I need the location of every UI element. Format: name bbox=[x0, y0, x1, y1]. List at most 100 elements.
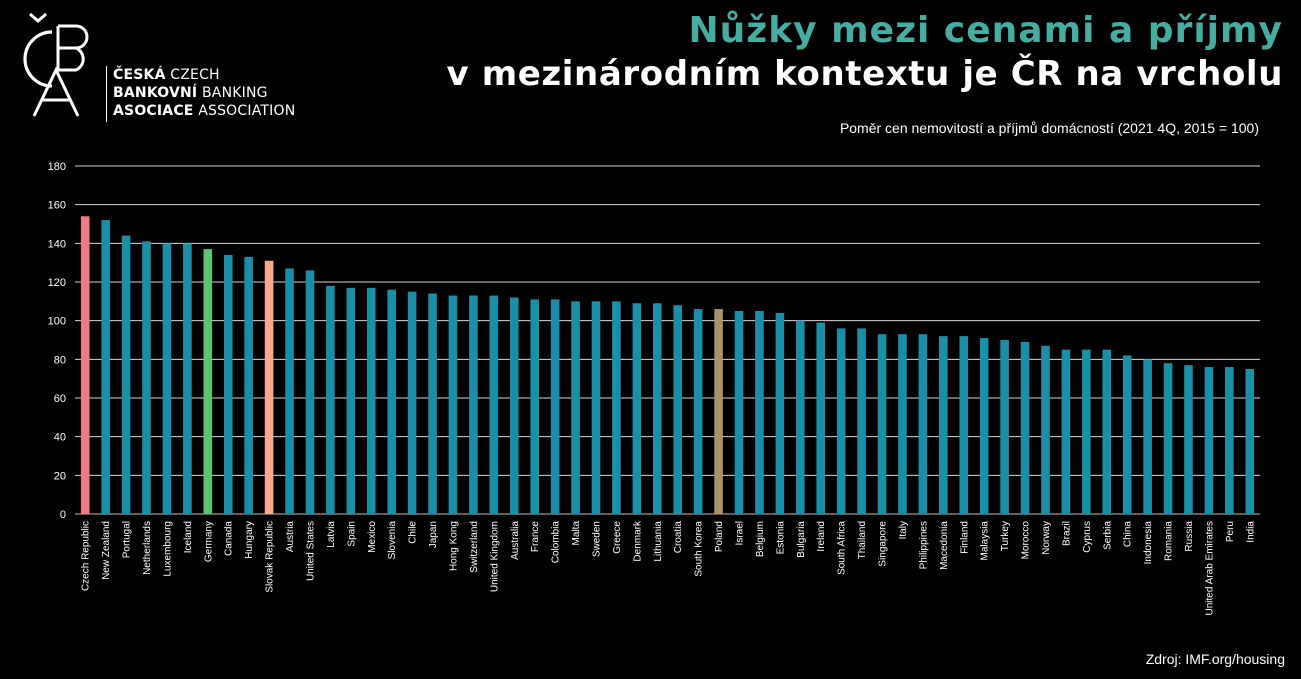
bar bbox=[80, 216, 90, 514]
y-tick-label: 60 bbox=[54, 393, 66, 405]
y-tick-label: 120 bbox=[48, 277, 66, 289]
x-tick-label: Serbia bbox=[1102, 521, 1113, 550]
x-tick-label: Singapore bbox=[878, 521, 889, 567]
bar bbox=[857, 328, 866, 514]
bar bbox=[428, 293, 437, 514]
x-tick-label: Spain bbox=[346, 521, 357, 547]
x-tick-label: Malaysia bbox=[980, 521, 991, 561]
x-tick-label: France bbox=[530, 521, 541, 553]
bar bbox=[121, 235, 131, 514]
bar bbox=[632, 303, 642, 514]
y-tick-label: 20 bbox=[54, 470, 66, 482]
x-tick-label: Chile bbox=[408, 521, 419, 544]
bars bbox=[80, 216, 1255, 515]
x-tick-label: India bbox=[1245, 521, 1256, 543]
x-tick-label: Croatia bbox=[673, 521, 684, 554]
bar bbox=[939, 336, 948, 514]
x-tick-label: Finland bbox=[959, 521, 970, 554]
bar bbox=[571, 301, 580, 514]
bar bbox=[223, 254, 233, 514]
bar bbox=[305, 270, 315, 514]
x-tick-label: Estonia bbox=[775, 521, 786, 555]
y-axis-ticks: 0 20 40 60 80 100 120 140 160 180 bbox=[48, 161, 66, 521]
bar bbox=[877, 334, 887, 514]
bar bbox=[101, 220, 110, 514]
bar bbox=[203, 249, 213, 514]
y-tick-label: 40 bbox=[54, 432, 66, 444]
x-tick-label: Slovak Republic bbox=[265, 521, 276, 593]
bar bbox=[1184, 365, 1193, 514]
x-tick-label: Japan bbox=[428, 521, 439, 548]
chart-title-line-2: v mezinárodním kontextu je ČR na vrcholu bbox=[446, 54, 1283, 94]
x-tick-label: Portugal bbox=[122, 521, 133, 558]
y-tick-label: 80 bbox=[54, 354, 66, 366]
bar bbox=[550, 299, 560, 514]
x-tick-label: United States bbox=[305, 521, 316, 581]
x-tick-label: Denmark bbox=[632, 520, 643, 562]
x-tick-label: Poland bbox=[714, 521, 725, 552]
x-tick-label: Slovenia bbox=[387, 521, 398, 560]
bar bbox=[264, 260, 274, 514]
bar bbox=[714, 309, 723, 514]
x-tick-label: Italy bbox=[898, 521, 909, 539]
x-tick-label: Hungary bbox=[244, 521, 255, 559]
bar bbox=[979, 338, 989, 514]
x-tick-label: New Zealand bbox=[101, 521, 112, 580]
y-tick-label: 100 bbox=[48, 316, 66, 328]
bar bbox=[366, 287, 376, 514]
bar bbox=[407, 291, 417, 514]
bar bbox=[1204, 367, 1214, 514]
bar bbox=[387, 289, 396, 514]
bar bbox=[448, 295, 458, 514]
bar bbox=[489, 295, 499, 514]
x-tick-label: Belgium bbox=[755, 521, 766, 557]
x-tick-label: Australia bbox=[510, 521, 521, 560]
bar bbox=[959, 336, 969, 514]
bar bbox=[1225, 367, 1234, 514]
bar bbox=[796, 320, 805, 514]
x-tick-label: Morocco bbox=[1021, 521, 1032, 560]
bar bbox=[469, 295, 478, 514]
logo-divider bbox=[106, 66, 107, 122]
x-tick-label: South Korea bbox=[694, 521, 705, 577]
x-tick-label: Czech Republic bbox=[81, 521, 92, 591]
logo-wordmark: ČESKÁ CZECH BANKOVNÍ BANKING ASOCIACE AS… bbox=[113, 67, 296, 119]
x-tick-label: Russia bbox=[1184, 521, 1195, 552]
bar bbox=[1163, 363, 1173, 514]
x-tick-label: Lithuania bbox=[653, 521, 664, 562]
bar bbox=[142, 241, 151, 514]
bar bbox=[1122, 355, 1132, 514]
x-tick-label: Netherlands bbox=[142, 521, 153, 575]
x-tick-label: Cyprus bbox=[1082, 521, 1093, 553]
bar bbox=[1102, 349, 1112, 514]
source-note: Zdroj: IMF.org/housing bbox=[1145, 651, 1285, 667]
x-tick-label: Sweden bbox=[591, 521, 602, 557]
bar bbox=[183, 243, 192, 515]
bar bbox=[162, 243, 172, 515]
x-tick-label: Romania bbox=[1164, 521, 1175, 561]
bar bbox=[1245, 369, 1255, 514]
x-tick-label: Bulgaria bbox=[796, 521, 807, 558]
bar bbox=[775, 312, 785, 514]
x-tick-label: Germany bbox=[203, 521, 214, 562]
x-tick-label: Ireland bbox=[816, 521, 827, 552]
bar bbox=[693, 309, 703, 514]
cba-monogram-icon bbox=[23, 12, 89, 117]
bar bbox=[244, 256, 253, 514]
bar bbox=[509, 297, 519, 514]
x-axis-labels: Czech Republic New Zealand Portugal Netherl… bbox=[81, 520, 1257, 615]
x-tick-label: Philippines bbox=[918, 521, 929, 569]
bar bbox=[591, 301, 601, 514]
x-tick-label: Brazil bbox=[1061, 521, 1072, 546]
x-tick-label: Malta bbox=[571, 521, 582, 546]
bar bbox=[816, 322, 826, 514]
x-tick-label: Latvia bbox=[326, 521, 337, 548]
bar bbox=[1061, 349, 1071, 514]
x-tick-label: Iceland bbox=[183, 521, 194, 553]
bar bbox=[612, 301, 621, 514]
bar bbox=[1020, 341, 1030, 514]
x-tick-label: Colombia bbox=[551, 521, 562, 564]
y-tick-label: 180 bbox=[48, 161, 66, 173]
bar bbox=[1041, 345, 1050, 514]
